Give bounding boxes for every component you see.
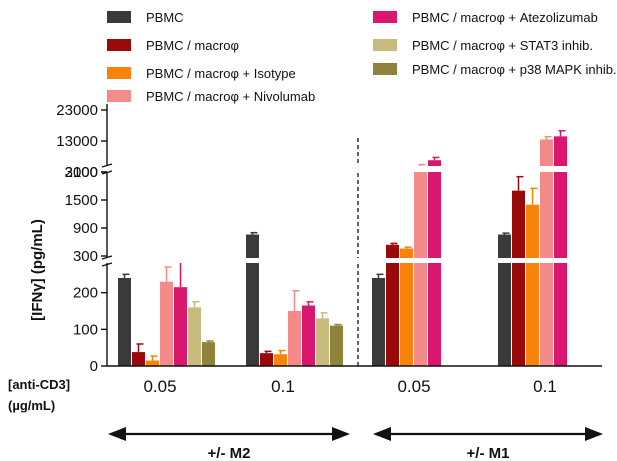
y-tick-label: 300: [73, 248, 98, 265]
x-tick-label: 0.1: [271, 377, 295, 396]
y-tick-label: 1500: [65, 192, 98, 209]
bar: [302, 305, 315, 366]
x-labels: 0.05 0.1 0.05 0.1 [anti-CD3] (µg/mL) +/- M2 +/-…: [8, 377, 603, 461]
panel-arrow-head: [332, 427, 350, 441]
legend-label: PBMC / macroφ + Isotype: [146, 66, 296, 81]
bar: [386, 244, 399, 366]
bar: [146, 360, 159, 366]
legend-label: PBMC / macroφ + Nivolumab: [146, 89, 315, 104]
y-tick-label: 23000: [56, 102, 98, 119]
bar: [246, 234, 259, 366]
bar: [540, 139, 553, 366]
bar: [554, 136, 567, 366]
legend-swatch: [107, 67, 131, 79]
legend-label: PBMC: [146, 10, 184, 25]
bar: [414, 167, 427, 366]
bar: [330, 325, 343, 366]
bar: [188, 307, 201, 366]
bar: [174, 287, 187, 366]
y-tick-label: 2100: [65, 164, 98, 181]
y-axis-label: [IFNγ] (pg/mL): [29, 219, 46, 321]
x-tick-label: 0.05: [143, 377, 176, 396]
bar: [274, 354, 287, 366]
y-tick-label: 0: [90, 358, 98, 375]
legend-label: PBMC / macroφ + STAT3 inhib.: [412, 38, 593, 53]
legend-swatch: [107, 11, 131, 23]
bar: [400, 248, 413, 366]
panel-arrow-head: [108, 427, 126, 441]
axis-break-mark: [101, 163, 113, 168]
bar: [288, 311, 301, 366]
legend-swatch: [107, 39, 131, 51]
anti-cd3-label: (µg/mL): [8, 398, 55, 413]
bar: [526, 204, 539, 366]
legend-swatch: [373, 63, 397, 75]
y-tick-label: 13000: [56, 133, 98, 150]
legend-label: PBMC / macroφ: [146, 38, 239, 53]
bar: [316, 318, 329, 366]
bars: [107, 130, 602, 367]
bar: [260, 353, 273, 366]
panel-label: +/- M2: [208, 445, 251, 461]
legend-label: PBMC / macroφ + Atezolizumab: [412, 10, 598, 25]
x-tick-label: 0.1: [533, 377, 557, 396]
legend-swatch: [373, 11, 397, 23]
bar: [498, 234, 511, 366]
legend-swatch: [107, 90, 131, 102]
legend: PBMC PBMC / macroφ PBMC / macroφ + Isotype…: [107, 10, 617, 104]
bar: [512, 190, 525, 366]
panel-label: +/- M1: [467, 445, 510, 461]
panel-arrow-head: [373, 427, 391, 441]
bar: [132, 352, 145, 366]
axis-break-gap: [112, 166, 602, 172]
panel-arrow-head: [585, 427, 603, 441]
bar: [118, 278, 131, 366]
y-tick-label: 200: [73, 285, 98, 302]
bar: [372, 278, 385, 366]
anti-cd3-label: [anti-CD3]: [8, 377, 70, 392]
bar: [202, 342, 215, 366]
legend-swatch: [373, 39, 397, 51]
bar: [160, 281, 173, 366]
y-tick-label: 3000: [65, 164, 98, 181]
axis-break-mark: [101, 262, 113, 267]
legend-label: PBMC / macroφ + p38 MAPK inhib.: [412, 62, 617, 77]
axis-break-gap: [112, 258, 602, 263]
axis-break-mark: [101, 255, 113, 260]
y-tick-label: 100: [73, 321, 98, 338]
x-tick-label: 0.05: [397, 377, 430, 396]
y-tick-label: 900: [73, 220, 98, 237]
bar: [428, 160, 441, 366]
